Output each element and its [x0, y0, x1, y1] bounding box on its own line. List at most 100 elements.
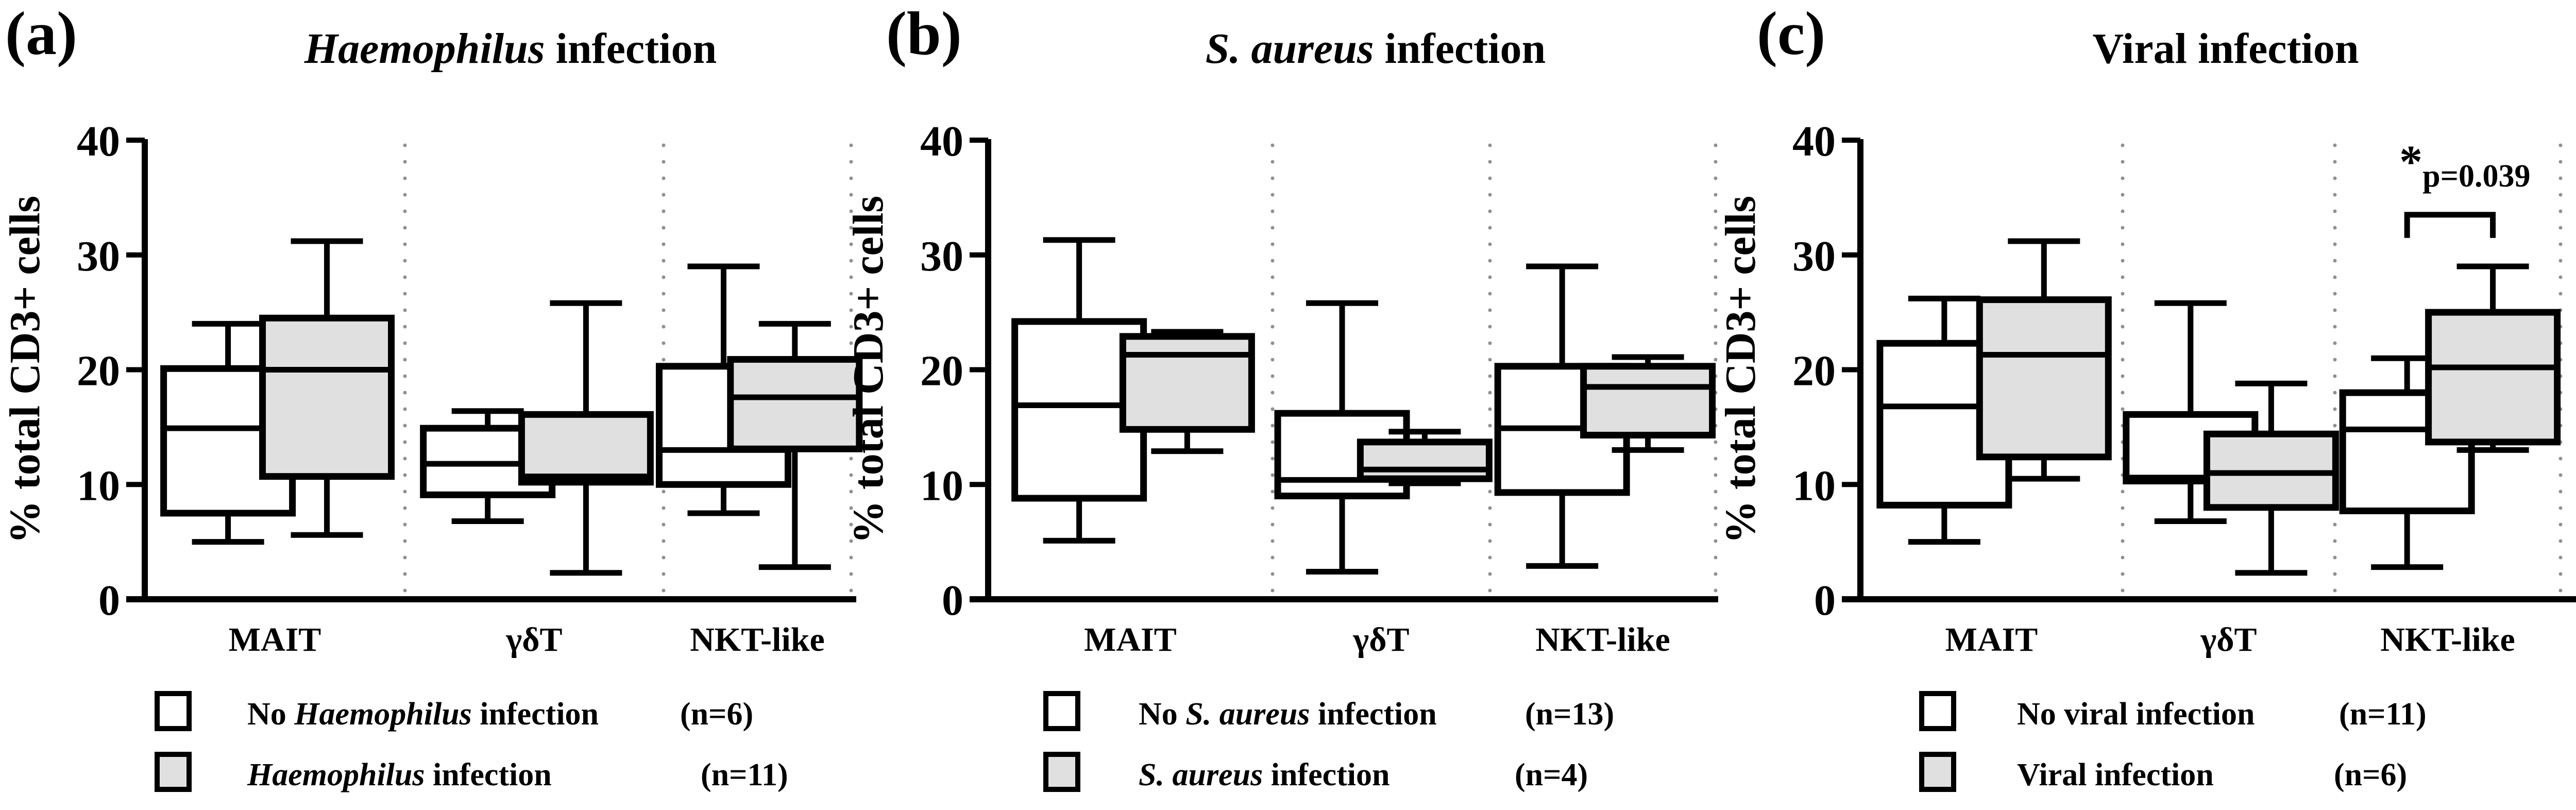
box-infection-mait — [259, 238, 395, 538]
legend-swatch — [1043, 691, 1080, 731]
y-tick-label: 30 — [77, 232, 120, 280]
x-category-label: NKT-like — [2380, 621, 2515, 659]
panel-title: S. aureus infection — [1206, 25, 1546, 73]
legend-item: Viral infection (n=6) — [1919, 752, 2407, 792]
box-iqr — [2425, 309, 2561, 446]
legend-prefix: Viral infection — [2017, 757, 2214, 792]
x-category-label: MAIT — [1945, 621, 2038, 659]
legend-suffix: infection — [425, 757, 552, 792]
legend-label: S. aureus infection — [1139, 757, 1389, 792]
legend-suffix: infection — [472, 697, 599, 732]
box-iqr — [1357, 438, 1493, 482]
panel-title-rest: Viral infection — [2092, 25, 2359, 73]
x-category-label: NKT-like — [690, 621, 825, 659]
panel-a: (a) Haemophilus infection % total CD3+ cel… — [1, 0, 863, 792]
legend-label: No viral infection — [2017, 697, 2255, 732]
box-infection-nktlike — [1580, 354, 1716, 453]
panel-c: (c) Viral infection % total CD3+ cells 0 10 2… — [1717, 0, 2576, 792]
legend-n: (n=6) — [2334, 757, 2407, 792]
x-category-label: MAIT — [1084, 621, 1177, 659]
y-tick-label: 10 — [77, 462, 120, 510]
y-tick-label: 20 — [1792, 347, 1836, 395]
legend-n: (n=6) — [680, 697, 753, 732]
panel-label: (b) — [886, 0, 962, 68]
box-iqr — [1119, 333, 1255, 433]
legend-label: Haemophilus infection — [247, 757, 552, 792]
box-infection-nktlike — [727, 320, 863, 570]
y-tick-label: 0 — [1814, 577, 1836, 625]
y-tick-label: 20 — [77, 347, 120, 395]
legend-item: S. aureus infection (n=4) — [1043, 752, 1588, 792]
legend-prefix: No — [247, 697, 294, 732]
box-infection-mait — [1976, 238, 2112, 482]
legend-item: Haemophilus infection (n=11) — [155, 752, 788, 792]
y-tick-label: 40 — [920, 117, 963, 165]
legend-swatch — [1919, 752, 1956, 792]
legend-n: (n=13) — [1525, 697, 1614, 732]
x-category-label: MAIT — [229, 621, 321, 659]
y-tick-label: 10 — [1792, 462, 1836, 510]
panel-title-italic: Haemophilus — [304, 25, 545, 73]
y-tick-label: 20 — [920, 347, 963, 395]
y-tick-label: 40 — [1792, 117, 1836, 165]
x-category-label: γδT — [2200, 621, 2257, 659]
panel-title-rest: infection — [1374, 25, 1546, 73]
box-infection-t — [2203, 380, 2339, 576]
y-tick-label: 0 — [98, 577, 120, 625]
legend-prefix: No viral infection — [2017, 697, 2255, 732]
y-tick-label: 40 — [77, 117, 120, 165]
legend-n: (n=11) — [701, 757, 788, 792]
legend-prefix: No — [1139, 697, 1185, 732]
legend-swatch — [1043, 752, 1080, 792]
panel-b: (b) S. aureus infection % total CD3+ cells… — [844, 0, 1718, 792]
box-iqr — [259, 314, 395, 480]
p-value: p=0.039 — [2422, 159, 2530, 194]
legend-swatch — [155, 691, 192, 731]
legend-item: No viral infection (n=11) — [1919, 691, 2427, 732]
y-tick-label: 10 — [920, 462, 963, 510]
y-axis-label: % total CD3+ cells — [1717, 196, 1765, 544]
legend-item: No S. aureus infection (n=13) — [1043, 691, 1614, 732]
box-infection-mait — [1119, 329, 1255, 454]
y-axis-label: % total CD3+ cells — [1, 196, 49, 544]
y-axis-label: % total CD3+ cells — [844, 196, 892, 544]
significance-annotation: *p=0.039 — [2399, 137, 2530, 194]
panel-label: (a) — [5, 0, 77, 68]
box-iqr — [727, 356, 863, 452]
box-infection-t — [1357, 429, 1493, 486]
x-category-label: γδT — [1352, 621, 1409, 659]
significance-bracket — [2404, 212, 2496, 238]
legend-label: No Haemophilus infection — [247, 697, 599, 732]
box-iqr — [518, 411, 654, 486]
legend-italic: Haemophilus — [247, 757, 425, 792]
legend-swatch — [155, 752, 192, 792]
legend-label: Viral infection — [2017, 757, 2214, 792]
legend-italic: Haemophilus — [294, 697, 472, 732]
legend-swatch — [1919, 691, 1956, 731]
legend-italic: S. aureus — [1139, 757, 1263, 792]
box-infection-nktlike — [2425, 263, 2561, 453]
legend-n: (n=4) — [1515, 757, 1588, 792]
x-category-label: NKT-like — [1535, 621, 1670, 659]
panel-title-rest: infection — [545, 25, 717, 73]
y-tick-label: 30 — [920, 232, 963, 280]
panel-label: (c) — [1757, 0, 1825, 68]
legend-n: (n=11) — [2339, 697, 2427, 732]
box-no-infection-t — [1274, 300, 1410, 575]
panel-title-italic: S. aureus — [1206, 25, 1374, 73]
panel-title: Haemophilus infection — [304, 25, 717, 73]
legend-italic: S. aureus — [1185, 697, 1310, 732]
box-iqr — [1976, 296, 2112, 461]
y-tick-label: 0 — [942, 577, 963, 625]
box-iqr — [1580, 363, 1716, 438]
box-infection-t — [518, 300, 654, 576]
panel-title: Viral infection — [2092, 25, 2359, 73]
legend-suffix: infection — [1310, 697, 1437, 732]
legend-item: No Haemophilus infection (n=6) — [155, 691, 753, 732]
y-tick-label: 30 — [1792, 232, 1836, 280]
legend-suffix: infection — [1263, 757, 1389, 792]
x-category-label: γδT — [505, 621, 562, 659]
significance-star: * — [2399, 137, 2422, 188]
legend-label: No S. aureus infection — [1139, 697, 1437, 732]
